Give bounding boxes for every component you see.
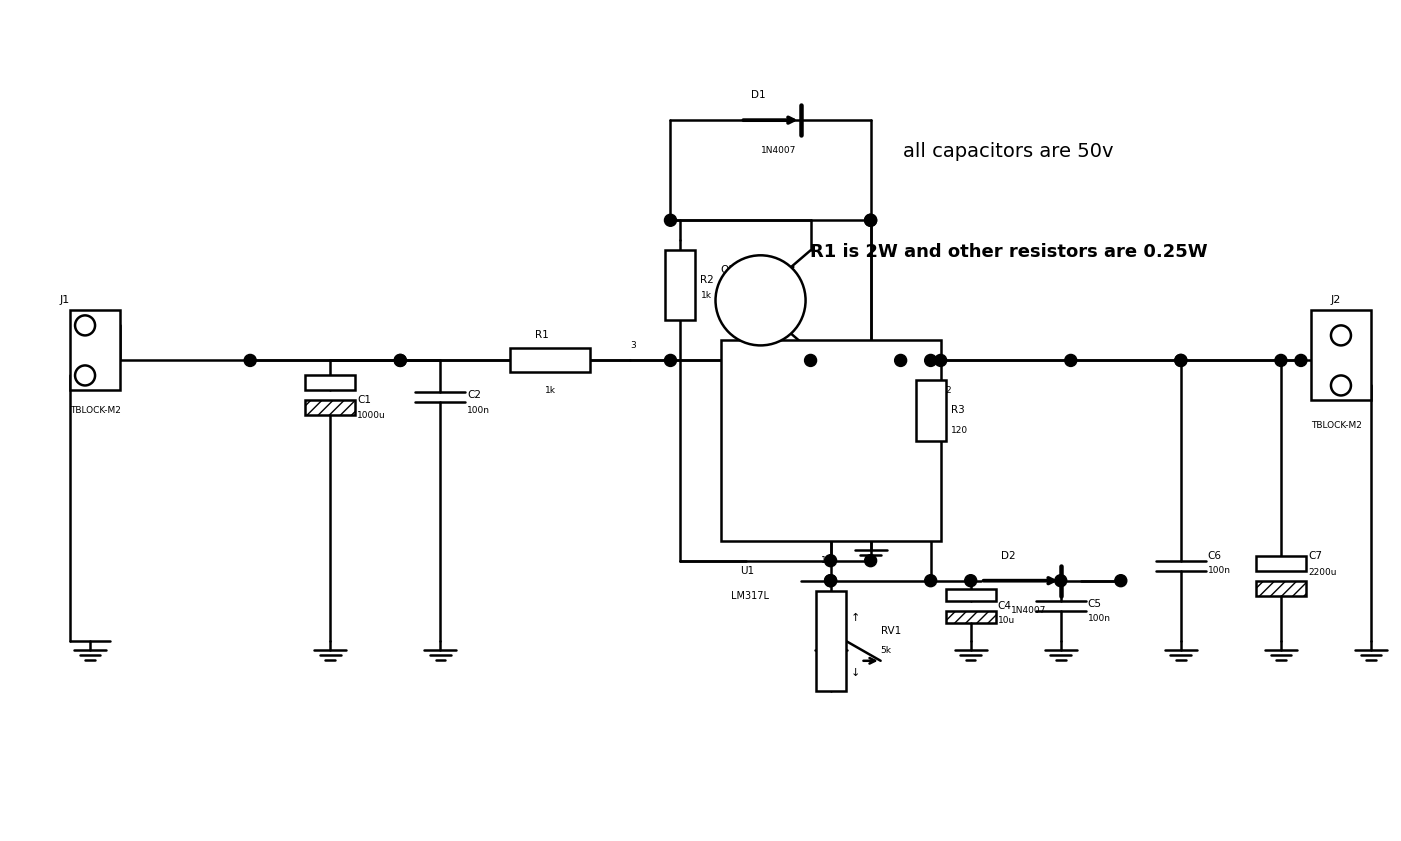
Circle shape: [1055, 574, 1066, 587]
Text: 100n: 100n: [1087, 614, 1111, 623]
Text: 2: 2: [105, 371, 111, 380]
Circle shape: [1065, 354, 1077, 367]
Text: ↓: ↓: [850, 668, 860, 678]
Circle shape: [1331, 325, 1351, 346]
Text: 100n: 100n: [898, 489, 920, 498]
Text: VI: VI: [741, 385, 750, 395]
Bar: [510, 348, 590, 373]
Text: C2: C2: [468, 390, 482, 400]
Circle shape: [864, 555, 877, 567]
Circle shape: [925, 574, 937, 587]
Text: 100n: 100n: [1208, 566, 1231, 575]
Text: 2200u: 2200u: [1309, 569, 1337, 577]
Text: D2: D2: [1000, 551, 1016, 561]
Text: TBLOCK-M2: TBLOCK-M2: [70, 406, 120, 415]
Text: 1N4007: 1N4007: [761, 145, 796, 155]
Text: R2: R2: [700, 275, 715, 285]
Text: C3: C3: [898, 473, 912, 484]
Text: 2: 2: [1311, 381, 1317, 390]
Text: RV1: RV1: [881, 626, 901, 636]
Text: U1: U1: [741, 566, 755, 576]
Circle shape: [1295, 354, 1307, 367]
Text: 1: 1: [1311, 331, 1317, 340]
Circle shape: [76, 366, 95, 385]
Circle shape: [244, 354, 256, 367]
Text: D1: D1: [751, 90, 765, 100]
Circle shape: [1115, 574, 1126, 587]
Circle shape: [925, 354, 937, 367]
Text: 120: 120: [951, 426, 968, 435]
Circle shape: [76, 315, 95, 336]
Text: LM317L: LM317L: [730, 590, 769, 600]
Bar: [946, 589, 996, 600]
Circle shape: [716, 256, 806, 346]
Text: C1: C1: [357, 395, 371, 405]
Bar: [665, 251, 695, 320]
Circle shape: [664, 354, 677, 367]
Text: 1: 1: [821, 556, 827, 565]
Text: R1: R1: [535, 331, 549, 341]
Circle shape: [934, 354, 947, 367]
Text: 3: 3: [630, 341, 636, 350]
Text: 10u: 10u: [998, 616, 1014, 625]
Bar: [1255, 580, 1306, 595]
Text: C5: C5: [1087, 599, 1101, 609]
Text: J1: J1: [60, 295, 70, 305]
Bar: [720, 341, 940, 541]
Text: J2: J2: [1331, 295, 1341, 305]
Text: 100k: 100k: [828, 632, 834, 649]
Text: 1000u: 1000u: [357, 411, 387, 420]
Text: 1k: 1k: [545, 386, 556, 395]
Circle shape: [1175, 354, 1187, 367]
Text: 1: 1: [105, 321, 111, 330]
Circle shape: [664, 214, 677, 226]
Bar: [305, 375, 356, 390]
Text: C4: C4: [998, 600, 1012, 611]
Text: C7: C7: [1309, 551, 1323, 561]
Text: ↑: ↑: [850, 613, 860, 622]
Bar: [305, 400, 356, 415]
Circle shape: [394, 354, 406, 367]
Text: 5k: 5k: [881, 646, 891, 655]
Bar: [1255, 556, 1306, 571]
Circle shape: [864, 214, 877, 226]
Circle shape: [825, 555, 836, 567]
Circle shape: [1275, 354, 1288, 367]
Text: Q1: Q1: [720, 265, 736, 275]
Text: TBLOCK-M2: TBLOCK-M2: [1311, 421, 1362, 430]
Bar: [916, 380, 946, 441]
Text: all capacitors are 50v: all capacitors are 50v: [904, 142, 1114, 161]
Circle shape: [825, 574, 836, 587]
Bar: [815, 590, 846, 690]
Text: C6: C6: [1208, 551, 1222, 561]
Text: TIP147: TIP147: [720, 286, 751, 295]
Text: R3: R3: [951, 405, 964, 415]
Text: R1 is 2W and other resistors are 0.25W: R1 is 2W and other resistors are 0.25W: [810, 243, 1208, 262]
Circle shape: [864, 214, 877, 226]
Text: ADJ: ADJ: [780, 466, 797, 475]
Text: 1N4007: 1N4007: [1010, 606, 1047, 616]
Bar: [70, 310, 120, 390]
Text: 2: 2: [946, 386, 951, 395]
Bar: [1311, 310, 1372, 400]
Text: 1k: 1k: [700, 291, 712, 300]
Circle shape: [895, 354, 906, 367]
Bar: [946, 611, 996, 622]
Text: VO: VO: [891, 385, 905, 395]
Circle shape: [394, 354, 406, 367]
Circle shape: [825, 574, 836, 587]
Circle shape: [804, 354, 817, 367]
Text: 100n: 100n: [468, 406, 490, 415]
Circle shape: [1175, 354, 1187, 367]
Circle shape: [1331, 375, 1351, 395]
Circle shape: [965, 574, 976, 587]
